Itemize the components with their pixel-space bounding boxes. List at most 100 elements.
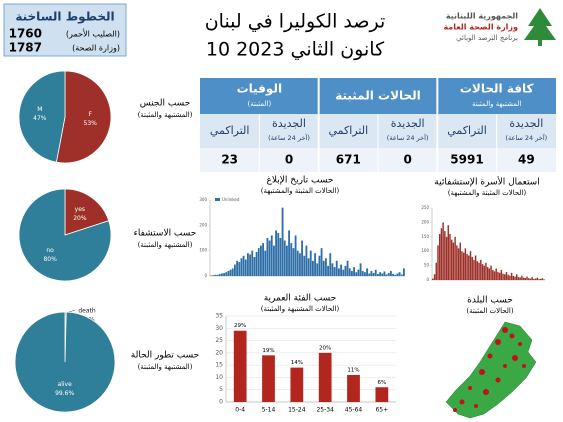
chart-title: حسب تاريخ الإبلاغ xyxy=(267,176,334,186)
logo-text: وزارة الصحة العامة xyxy=(443,23,518,32)
y-tick-label: 50 xyxy=(424,263,430,268)
bar xyxy=(452,242,455,280)
chart-subtitle: (الحالات المثبتة والمشتبهة) xyxy=(448,189,527,197)
bar xyxy=(231,268,234,276)
y-tick-label: 15 xyxy=(215,362,223,369)
bar xyxy=(210,275,213,276)
map-title: حسب البلدة xyxy=(467,296,513,306)
bar xyxy=(266,238,269,276)
bar xyxy=(543,279,545,280)
bar xyxy=(519,277,521,280)
group-subtitle: (المثبتة) xyxy=(247,100,271,108)
bar xyxy=(490,265,492,280)
slice-label: F xyxy=(88,111,92,118)
bar xyxy=(488,268,491,280)
bar xyxy=(531,277,533,280)
bar xyxy=(432,278,434,280)
bar xyxy=(462,252,465,280)
bar xyxy=(473,259,475,280)
bar xyxy=(502,273,504,280)
bar xyxy=(450,239,453,280)
bar xyxy=(529,278,532,280)
bar xyxy=(398,272,401,276)
y-tick-label: 30 xyxy=(215,325,223,332)
bar xyxy=(307,258,310,276)
page-date: 10 كانون الثاني 2023 xyxy=(206,39,385,61)
bar xyxy=(481,264,484,280)
y-tick-label: 0 xyxy=(426,277,429,282)
bar xyxy=(249,254,252,276)
hotline-number: 1760 xyxy=(9,27,42,41)
table-cell: 0 xyxy=(285,153,293,167)
x-tick-label: 5-14 xyxy=(262,407,276,414)
bar xyxy=(495,268,497,280)
bar xyxy=(509,275,511,280)
hotline-label: (وزارة الصحة) xyxy=(72,44,120,53)
column-note: (آخر 24 ساعة) xyxy=(387,133,429,142)
bar xyxy=(264,250,267,276)
bar xyxy=(290,367,304,402)
bar xyxy=(255,251,258,276)
bar xyxy=(505,271,508,280)
value-label: 6% xyxy=(377,380,386,386)
bar xyxy=(447,225,449,280)
bar xyxy=(504,274,506,280)
slice-label: death xyxy=(78,308,96,315)
bar xyxy=(292,248,295,276)
bar xyxy=(244,259,247,276)
bar xyxy=(350,270,353,276)
bar xyxy=(486,267,489,280)
pie-slice xyxy=(55,70,112,164)
table-cell: 671 xyxy=(336,153,361,167)
y-tick-label: 200 xyxy=(421,219,429,224)
table-cell: 0 xyxy=(403,153,411,167)
column-label: الجديدة xyxy=(509,117,543,130)
bar xyxy=(474,255,477,280)
y-tick-label: 250 xyxy=(421,205,429,210)
bar xyxy=(534,278,537,280)
bar xyxy=(461,251,463,280)
bar xyxy=(225,272,228,276)
table-header-bg xyxy=(200,78,556,114)
bar xyxy=(242,255,245,276)
x-tick-label: 15-24 xyxy=(288,407,306,414)
bar xyxy=(253,257,256,276)
chart-title: حسب تطور الحالة xyxy=(131,351,199,361)
bar xyxy=(400,274,403,276)
bar xyxy=(516,274,518,280)
bar xyxy=(272,245,275,276)
chart-subtitle: (المشتبهة والمثبتة) xyxy=(138,363,193,371)
bar xyxy=(305,245,308,276)
bar xyxy=(507,274,509,280)
bar xyxy=(379,272,382,276)
bar xyxy=(387,272,390,276)
x-tick-label: 0-4 xyxy=(235,407,245,414)
bar xyxy=(392,273,395,276)
chart-subtitle: (الحالات المشتبهة والمثبتة) xyxy=(261,305,340,313)
column-label: الجديدة xyxy=(391,117,425,130)
bar xyxy=(268,240,271,276)
pie-slice xyxy=(14,311,116,413)
bar xyxy=(285,245,288,276)
bar xyxy=(251,250,254,276)
value-label: 29% xyxy=(234,323,246,329)
bar xyxy=(374,269,377,276)
pie-slice xyxy=(64,188,110,236)
bar xyxy=(324,258,327,276)
bar xyxy=(385,274,388,276)
bar xyxy=(240,258,243,276)
bar xyxy=(337,268,340,276)
bar xyxy=(259,245,262,276)
bar xyxy=(342,269,345,276)
bar xyxy=(394,274,397,276)
column-note: (آخر 24 ساعة) xyxy=(268,133,310,142)
bar xyxy=(521,275,523,280)
bar xyxy=(309,250,312,276)
page-title: ترصد الكوليرا في لبنان xyxy=(205,11,386,33)
y-tick-label: 25 xyxy=(215,337,223,344)
slice-value-label: 20% xyxy=(73,215,87,222)
bar xyxy=(438,233,441,280)
column-note: (آخر 24 ساعة) xyxy=(505,133,547,142)
bar xyxy=(435,262,438,280)
